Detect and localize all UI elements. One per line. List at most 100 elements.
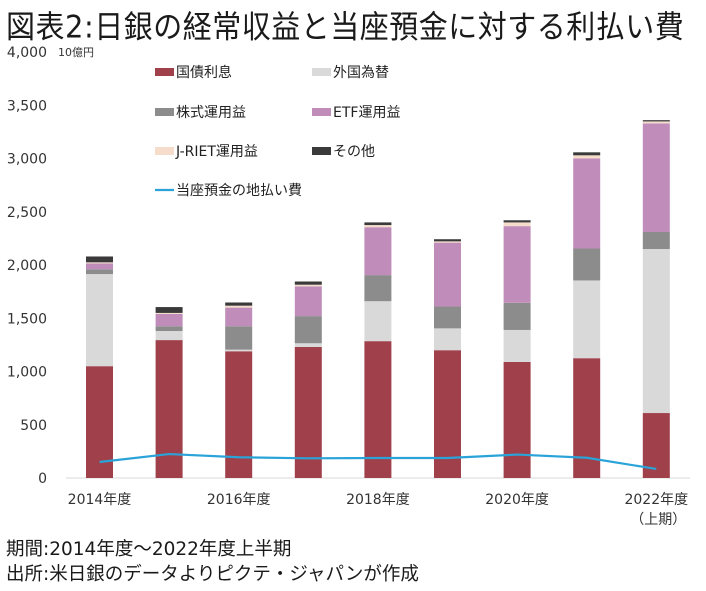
bar-segment — [225, 305, 253, 308]
y-tick-label: 500 — [20, 418, 47, 434]
legend-item: ETF運用益 — [312, 105, 400, 121]
legend-label: 当座預金の地払い費 — [176, 183, 302, 199]
bar-stack — [573, 152, 601, 478]
bar-segment — [503, 220, 531, 223]
y-tick-label: 4,000 — [7, 45, 47, 61]
bar-group — [86, 120, 670, 478]
bar-segment — [434, 306, 461, 329]
bar-segment — [86, 262, 113, 264]
x-axis: 2014年度 2016年度 2018年度 2020年度 2022年度 （上期） — [68, 492, 688, 528]
source-note: 出所:米日銀のデータよりピクテ・ジャパンが作成 — [6, 564, 419, 585]
legend-label: ETF運用益 — [333, 105, 400, 121]
bar-segment — [642, 120, 670, 122]
bar-segment — [642, 249, 670, 414]
y-tick-label: 3,500 — [7, 98, 47, 114]
bar-segment — [364, 275, 392, 302]
stacked-bar-chart: 05001,0001,5002,0002,5003,0003,5004,000 … — [7, 45, 690, 528]
bar-segment — [225, 326, 253, 350]
period-note: 期間:2014年度〜2022年度上半期 — [6, 539, 292, 560]
y-tick-label: 2,500 — [7, 205, 47, 221]
bar-segment — [364, 225, 392, 228]
bar-segment — [364, 301, 392, 342]
bar-segment — [155, 312, 183, 314]
bar-segment — [225, 349, 253, 352]
x-tick-label: 2016年度 — [207, 492, 271, 508]
y-tick-label: 1,000 — [7, 365, 47, 381]
bar-segment — [573, 280, 601, 359]
legend-item: 当座預金の地払い費 — [155, 183, 302, 199]
y-axis: 0 500 1,000 1,500 2,000 2,500 3,000 3,500 4,000 — [7, 45, 47, 487]
y-tick-label: 3,000 — [7, 152, 47, 168]
legend-label: 外国為替 — [333, 65, 389, 81]
x-tick-label: 2018年度 — [346, 492, 410, 508]
bar-segment — [155, 326, 183, 332]
bar-segment — [642, 123, 670, 232]
bar-segment — [573, 152, 601, 156]
bar-segment — [503, 329, 531, 362]
bar-segment — [294, 316, 322, 344]
legend-label: J-RIET運用益 — [175, 144, 258, 160]
bar-segment — [86, 263, 113, 270]
legend-item: 外国為替 — [312, 65, 389, 81]
bar-segment — [642, 231, 670, 250]
legend-label: その他 — [333, 144, 375, 160]
bar-segment — [86, 274, 113, 367]
bar-stack — [294, 281, 322, 478]
bar-stack — [642, 120, 670, 478]
bar-segment — [434, 239, 461, 242]
legend-item: 国債利息 — [155, 64, 232, 81]
bar-segment — [642, 121, 670, 124]
x-tick-label: 2022年度 — [624, 492, 688, 508]
bar-segment — [155, 313, 183, 327]
bar-segment — [503, 222, 531, 227]
bar-segment — [364, 222, 392, 226]
bar-stack — [503, 220, 531, 478]
bar-segment — [434, 328, 461, 351]
bar-segment — [294, 281, 322, 285]
bar-stack — [86, 256, 113, 478]
legend-item: その他 — [312, 144, 375, 160]
legend-swatch — [312, 68, 331, 76]
bar-segment — [573, 158, 601, 249]
bar-segment — [294, 347, 322, 478]
y-tick-label: 0 — [38, 471, 47, 487]
bar-segment — [503, 226, 531, 303]
bar-stack — [225, 302, 253, 478]
bar-segment — [155, 331, 183, 341]
bar-segment — [86, 256, 113, 263]
y-tick-label: 2,000 — [7, 258, 47, 274]
bar-segment — [86, 269, 113, 275]
legend-swatch — [155, 108, 174, 116]
bar-segment — [503, 302, 531, 330]
bar-segment — [86, 366, 113, 478]
x-tick-label: （上期） — [630, 512, 686, 528]
bar-segment — [573, 155, 601, 159]
legend-swatch — [312, 108, 331, 116]
legend-item: J-RIET運用益 — [155, 144, 258, 160]
bar-segment — [364, 341, 392, 478]
bar-segment — [155, 307, 183, 313]
bar-segment — [364, 227, 392, 276]
bar-segment — [434, 242, 461, 307]
bar-segment — [503, 361, 531, 478]
y-tick-label: 1,500 — [7, 311, 47, 327]
bar-segment — [573, 248, 601, 281]
bar-segment — [294, 284, 322, 287]
bar-stack — [364, 222, 392, 478]
bar-segment — [434, 241, 461, 243]
legend-swatch — [312, 147, 331, 155]
chart-title: 図表2:日銀の経常収益と当座預金に対する利払い費 — [6, 8, 685, 46]
x-tick-label: 2020年度 — [485, 492, 549, 508]
line-series — [99, 452, 657, 471]
legend-swatch — [155, 147, 174, 155]
bar-stack — [155, 307, 183, 478]
legend-item: 株式運用益 — [155, 105, 246, 121]
bar-segment — [155, 340, 183, 478]
bar-segment — [294, 286, 322, 317]
unit-label: 10億円 — [58, 46, 94, 59]
legend-swatch — [155, 68, 174, 76]
legend-label: 国債利息 — [176, 64, 232, 81]
x-tick-label: 2014年度 — [68, 492, 132, 508]
bar-segment — [225, 307, 253, 327]
